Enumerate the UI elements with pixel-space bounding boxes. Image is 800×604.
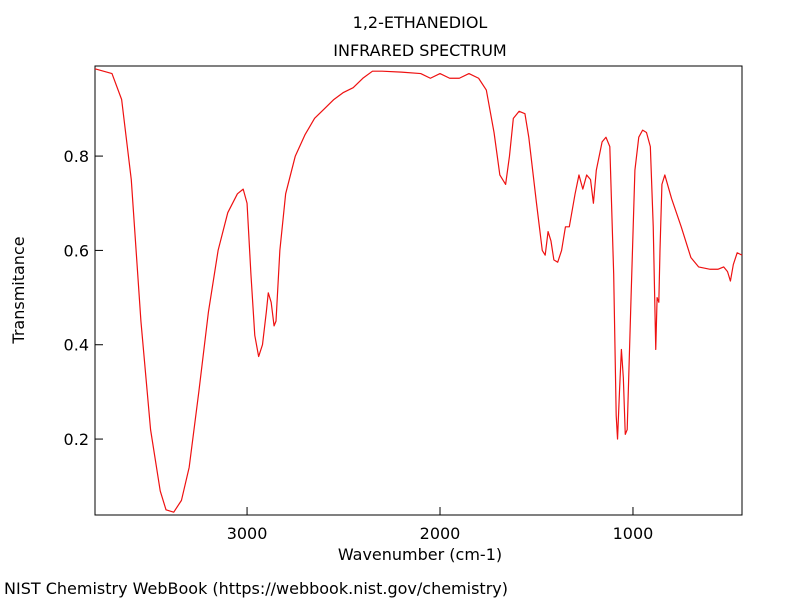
plot-frame	[94, 65, 743, 516]
footer: NIST Chemistry WebBook (https://webbook.…	[4, 579, 508, 598]
x-tick-label: 2000	[420, 524, 461, 543]
y-tick-label: 0.2	[64, 430, 89, 449]
y-tick-label: 0.8	[64, 147, 89, 166]
spectrum-line	[94, 68, 743, 513]
y-tick-label: 0.6	[64, 241, 89, 260]
y-tick-label: 0.4	[64, 336, 89, 355]
y-axis-label: Transmitance	[9, 236, 28, 344]
x-axis-label: Wavenumber (cm-1)	[338, 545, 502, 564]
x-tick-label: 1000	[613, 524, 654, 543]
x-tick-label: 3000	[227, 524, 268, 543]
chart-subtitle: INFRARED SPECTRUM	[333, 41, 506, 60]
chart-title: 1,2-ETHANEDIOL	[353, 13, 488, 32]
